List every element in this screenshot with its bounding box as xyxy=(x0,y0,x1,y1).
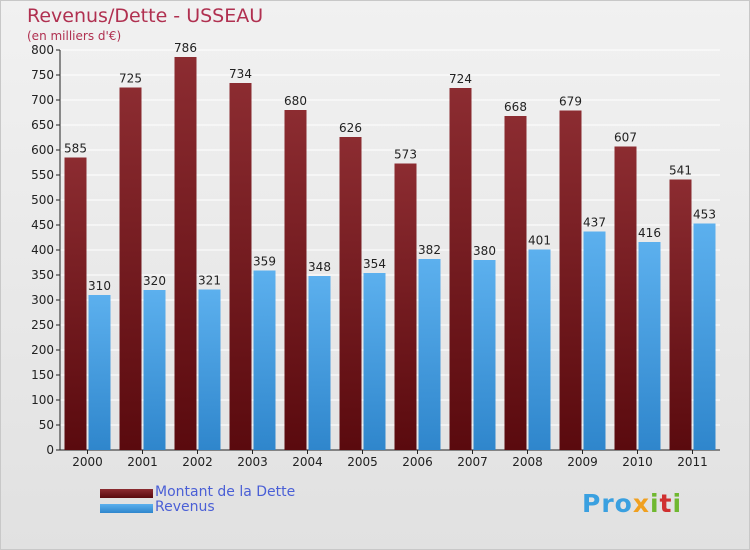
bar-debt xyxy=(64,157,87,450)
data-label-revenue: 401 xyxy=(528,234,551,248)
x-tick-label: 2011 xyxy=(677,455,708,469)
x-tick-label: 2001 xyxy=(127,455,158,469)
x-tick-label: 2002 xyxy=(182,455,213,469)
bar-debt xyxy=(174,57,197,450)
y-tick-label: 200 xyxy=(31,343,54,357)
data-label-revenue: 453 xyxy=(693,208,716,222)
logo-part: Pro xyxy=(582,489,633,518)
chart-subtitle: (en milliers d'€) xyxy=(27,29,122,43)
y-tick-label: 750 xyxy=(31,68,54,82)
y-tick-label: 550 xyxy=(31,168,54,182)
data-label-debt: 585 xyxy=(64,142,87,156)
bar-debt xyxy=(229,83,252,450)
y-tick-label: 400 xyxy=(31,243,54,257)
x-tick-label: 2009 xyxy=(567,455,598,469)
bar-debt xyxy=(669,179,692,450)
bar-debt xyxy=(449,88,472,450)
x-tick-label: 2005 xyxy=(347,455,378,469)
data-label-revenue: 310 xyxy=(88,279,111,293)
x-tick-label: 2010 xyxy=(622,455,653,469)
data-label-debt: 724 xyxy=(449,72,472,86)
data-label-debt: 680 xyxy=(284,94,307,108)
bar-revenue xyxy=(583,231,606,450)
logo-part: t xyxy=(659,489,673,518)
data-label-debt: 734 xyxy=(229,67,252,81)
y-tick-label: 500 xyxy=(31,193,54,207)
legend-swatch-revenue xyxy=(100,504,153,513)
y-tick-label: 450 xyxy=(31,218,54,232)
y-tick-label: 650 xyxy=(31,118,54,132)
data-label-debt: 607 xyxy=(614,131,637,145)
bar-debt xyxy=(339,137,362,450)
y-tick-label: 50 xyxy=(39,418,54,432)
bar-revenue xyxy=(693,223,716,450)
chart-title: Revenus/Dette - USSEAU xyxy=(27,5,264,27)
y-tick-label: 350 xyxy=(31,268,54,282)
data-label-revenue: 382 xyxy=(418,243,441,257)
bar-revenue xyxy=(528,249,551,450)
bar-revenue xyxy=(308,276,331,450)
data-label-debt: 626 xyxy=(339,121,362,135)
data-label-revenue: 380 xyxy=(473,244,496,258)
x-tick-label: 2004 xyxy=(292,455,323,469)
data-label-revenue: 359 xyxy=(253,255,276,269)
axes: 0 50 100 150 200 250 300 350 400 450 500 550 600 650 7… xyxy=(31,43,720,469)
x-tick-label: 2006 xyxy=(402,455,433,469)
logo-part: x xyxy=(632,489,650,518)
bar-revenue xyxy=(638,242,661,450)
bar-revenue xyxy=(88,295,111,450)
bar-revenue xyxy=(198,289,221,450)
bar-revenue xyxy=(253,270,276,450)
y-tick-label: 0 xyxy=(46,443,54,457)
data-label-revenue: 354 xyxy=(363,257,386,271)
logo-part: i xyxy=(649,489,660,518)
y-tick-label: 600 xyxy=(31,143,54,157)
data-label-revenue: 437 xyxy=(583,216,606,230)
logo-part: i xyxy=(672,489,683,518)
x-tick-label: 2000 xyxy=(72,455,103,469)
bar-debt xyxy=(559,110,582,450)
bars xyxy=(64,57,716,450)
data-label-debt: 541 xyxy=(669,164,692,178)
data-label-debt: 679 xyxy=(559,95,582,109)
y-tick-label: 150 xyxy=(31,368,54,382)
legend-swatch-debt xyxy=(100,489,153,498)
data-label-revenue: 348 xyxy=(308,260,331,274)
bar-revenue xyxy=(363,273,386,450)
y-tick-label: 250 xyxy=(31,318,54,332)
bar-debt xyxy=(504,116,527,450)
bar-revenue xyxy=(418,259,441,450)
data-label-debt: 573 xyxy=(394,148,417,162)
data-labels: 585 310 725 320 786 321 734 359 680 348 626 354 573 3… xyxy=(64,41,716,293)
bar-debt xyxy=(284,110,307,450)
data-label-debt: 668 xyxy=(504,100,527,114)
bar-debt xyxy=(614,146,637,450)
x-tick-label: 2008 xyxy=(512,455,543,469)
data-label-revenue: 416 xyxy=(638,226,661,240)
bar-debt xyxy=(119,87,142,450)
legend-label-debt: Montant de la Dette xyxy=(155,484,296,500)
x-tick-label: 2007 xyxy=(457,455,488,469)
y-tick-label: 700 xyxy=(31,93,54,107)
data-label-revenue: 320 xyxy=(143,274,166,288)
bar-revenue xyxy=(143,290,166,450)
bar-debt xyxy=(394,163,417,450)
grid-lines xyxy=(60,49,720,451)
y-tick-label: 300 xyxy=(31,293,54,307)
data-label-revenue: 321 xyxy=(198,274,221,288)
data-label-debt: 725 xyxy=(119,72,142,86)
bar-revenue xyxy=(473,260,496,450)
y-tick-label: 800 xyxy=(31,43,54,57)
data-label-debt: 786 xyxy=(174,41,197,55)
legend-label-revenue: Revenus xyxy=(155,499,215,515)
x-tick-label: 2003 xyxy=(237,455,268,469)
proxiti-logo: Proxiti xyxy=(582,489,682,518)
y-tick-label: 100 xyxy=(31,393,54,407)
